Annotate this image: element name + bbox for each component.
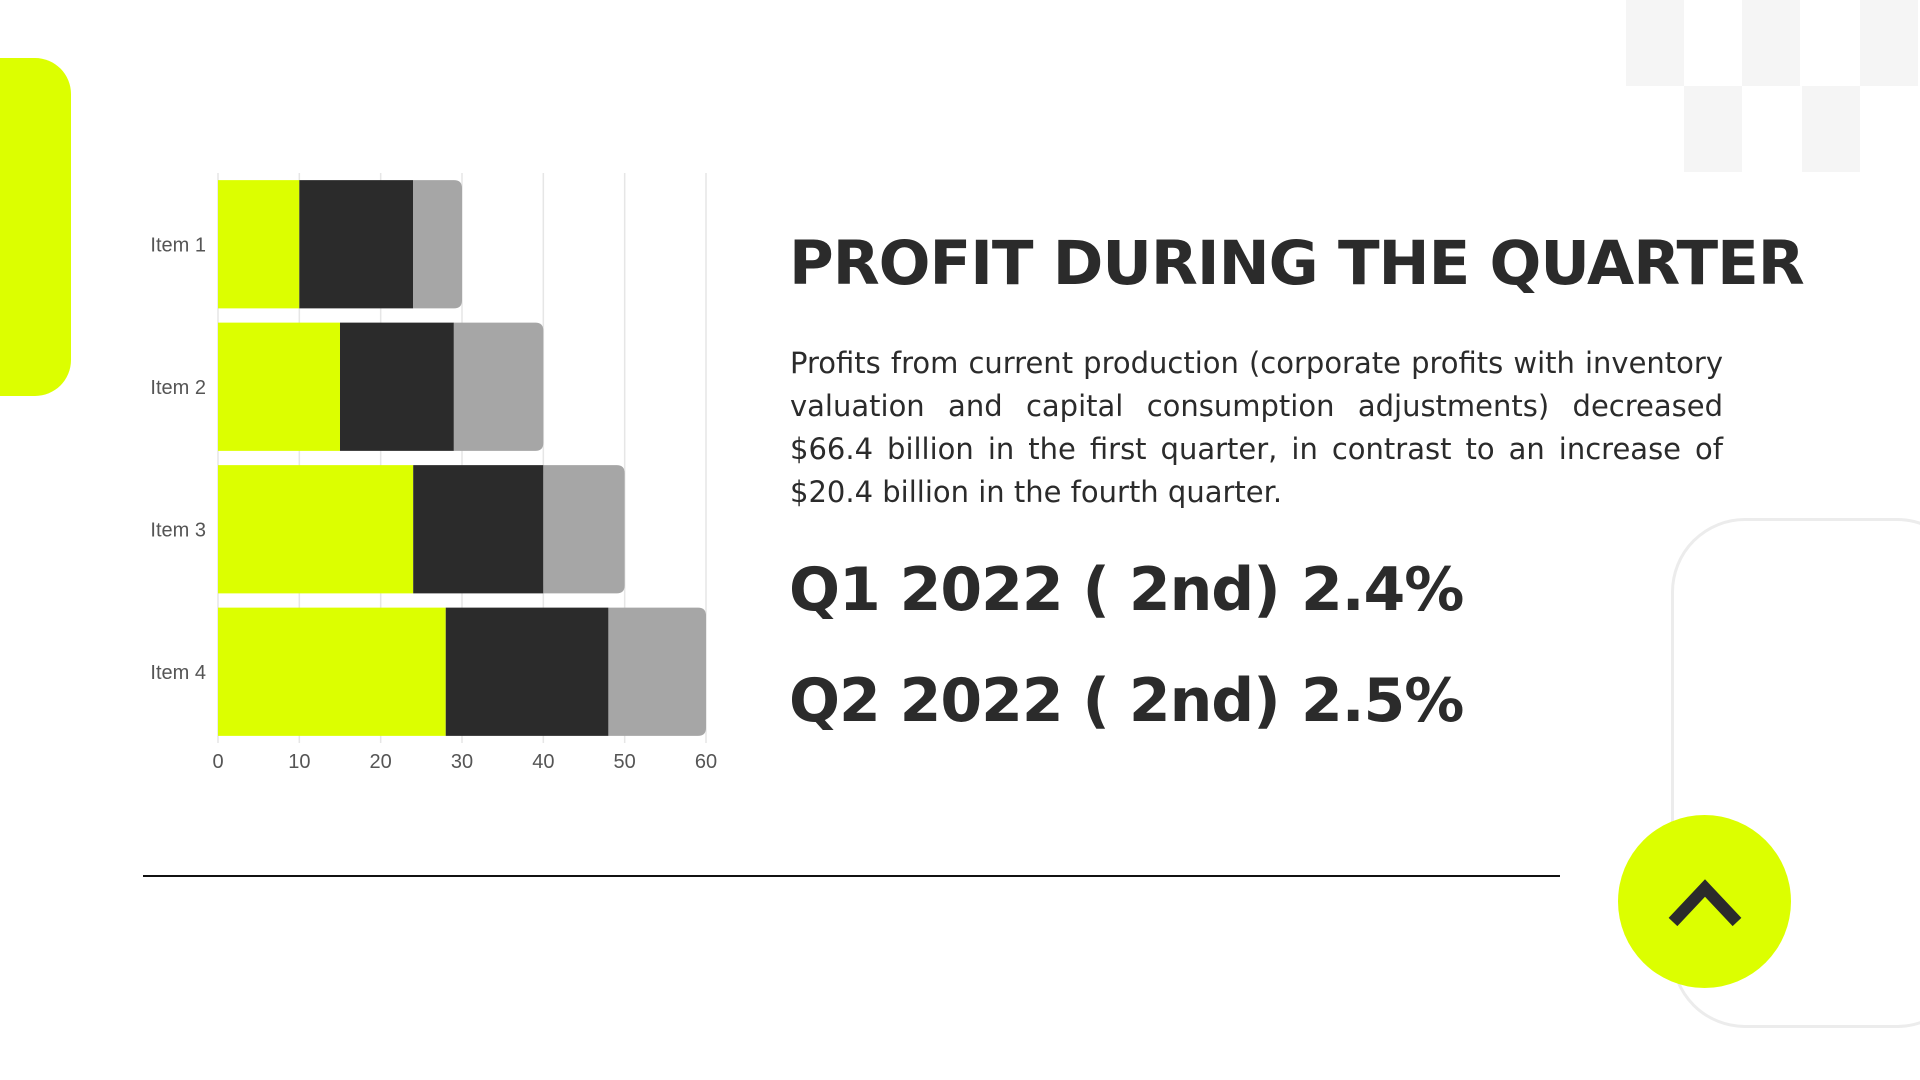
chevron-up-icon [1668,878,1741,926]
x-tick-label: 40 [532,751,554,773]
bar-segment [340,322,454,451]
y-tick-label: Item 4 [150,662,206,684]
stat-value: 2.5% [1301,666,1464,736]
x-tick-label: 0 [212,751,223,773]
stat-value: 2.4% [1301,555,1464,625]
checker-tile [1860,0,1918,86]
bar-segment [413,465,544,594]
x-tick-label: 30 [451,751,473,773]
bar-segment [453,322,544,451]
divider-line [143,875,1560,877]
x-tick-label: 60 [695,751,717,773]
bar-segment [218,322,340,451]
checker-tile [1684,86,1742,172]
bar-segment [218,607,446,736]
stat-period: Q2 2022 ( 2nd) [789,666,1281,736]
x-tick-label: 50 [614,751,636,773]
stacked-bar-chart: Item 1 Item 2 Item 3 Item 4 0 10 20 30 40 50 60 [110,160,750,780]
bar-segment [608,607,706,736]
checker-tile [1626,0,1684,86]
accent-side-tab [0,58,71,396]
x-tick-label: 20 [370,751,392,773]
checker-tile [1802,86,1860,172]
bar-segment [218,180,300,309]
y-tick-label: Item 2 [150,377,206,399]
y-tick-label: Item 3 [150,519,206,541]
bar-segment [543,465,625,594]
checker-tile [1742,0,1800,86]
x-tick-label: 10 [288,751,310,773]
body-paragraph: Profits from current production (corpora… [790,346,1723,509]
bar-segment [445,607,609,736]
bar-segment [218,465,414,594]
bar-segment [299,180,414,309]
bar-segment [413,180,462,309]
page-title: PROFIT DURING THE QUARTER [789,228,1805,299]
y-tick-label: Item 1 [150,234,206,256]
stat-period: Q1 2022 ( 2nd) [789,555,1281,625]
scroll-up-button[interactable] [1618,815,1791,988]
chart-canvas: Item 1 Item 2 Item 3 Item 4 0 10 20 30 40 50 60 [150,173,717,773]
decorative-frame [1671,518,1920,1028]
